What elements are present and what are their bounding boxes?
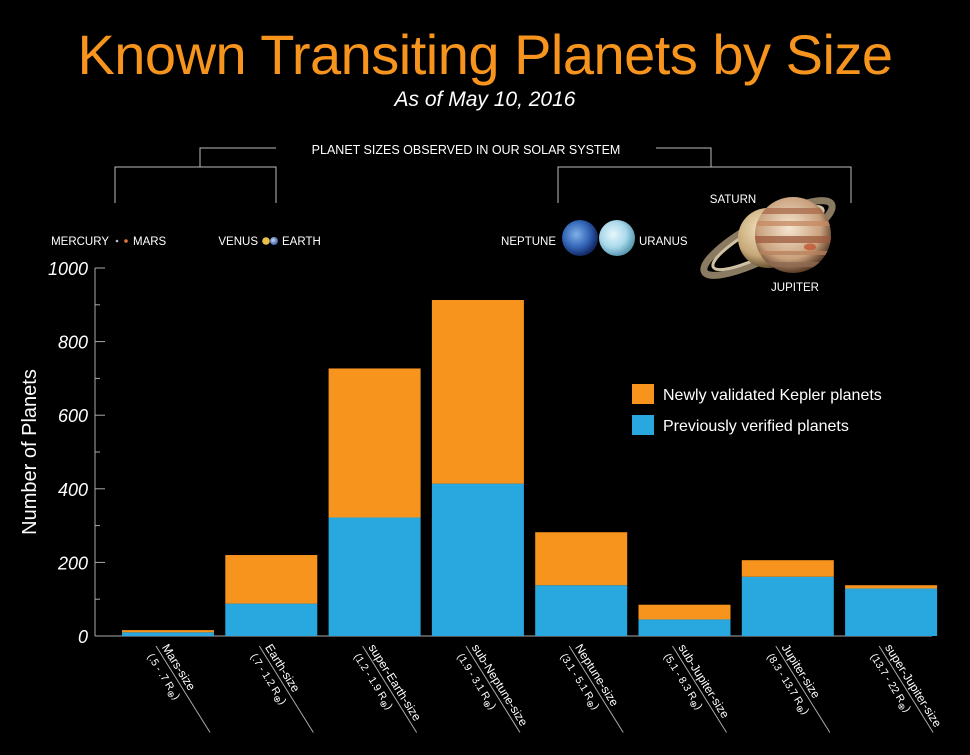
x-category-range-close: ) (277, 698, 289, 707)
legend-prev-swatch (632, 415, 654, 435)
x-category-label: sub-Neptune-size(1.9 - 3.1 R⊕) (454, 641, 531, 733)
x-label-divider (465, 645, 521, 733)
x-category-range-close: ) (901, 705, 913, 714)
x-label-divider (672, 645, 727, 733)
page-subtitle: As of May 10, 2016 (394, 88, 576, 111)
bar-previously-verified (122, 632, 214, 636)
page-title: Known Transiting Planets by Size (77, 23, 893, 86)
x-category-label: Earth-size(.7 - 1.2 R⊕) (248, 641, 314, 733)
legend-new-label: Newly validated Kepler planets (663, 387, 882, 404)
y-axis-label: Number of Planets (19, 369, 41, 535)
x-category-label: super-Jupiter-size(13.7 - 22 R⊕) (868, 641, 945, 733)
neptune-icon (562, 220, 598, 256)
jupiter-label: JUPITER (771, 282, 819, 294)
mercury-label: MERCURY (51, 236, 109, 248)
x-category-range-close: ) (383, 702, 395, 711)
bar-newly-validated (741, 560, 834, 577)
bar-newly-validated (225, 555, 318, 604)
y-tick-label: 400 (58, 480, 88, 500)
solar-system-heading: PLANET SIZES OBSERVED IN OUR SOLAR SYSTE… (312, 143, 621, 157)
x-label-divider (878, 645, 934, 733)
mars-label: MARS (133, 236, 167, 248)
venus-label: VENUS (218, 236, 258, 248)
y-tick-label: 800 (58, 333, 88, 353)
bar-previously-verified (845, 588, 938, 636)
earth-symbol: ⊕ (794, 703, 806, 715)
venus-icon (262, 237, 270, 245)
bar-newly-validated (431, 300, 524, 484)
x-category-label: sub-Jupiter-size(5.1 - 8.3 R⊕) (661, 641, 732, 733)
bar-previously-verified (638, 619, 731, 636)
x-label-divider (568, 645, 624, 733)
bar-previously-verified (328, 517, 421, 636)
x-category-range-close: ) (486, 702, 498, 711)
x-category-label: super-Earth-size(1.2 - 1.9 R⊕) (351, 641, 424, 733)
neptune-label: NEPTUNE (501, 236, 556, 248)
bar-previously-verified (535, 585, 628, 636)
x-category-range-close: ) (799, 707, 811, 716)
earth-label: EARTH (282, 236, 321, 248)
earth-symbol: ⊕ (377, 698, 389, 710)
x-category-range-close: ) (693, 702, 705, 711)
earth-icon (270, 237, 278, 245)
x-category-label: Neptune-size(3.1 - 5.1 R⊕) (558, 641, 624, 733)
x-label-divider (155, 645, 211, 733)
bar-newly-validated (328, 368, 421, 518)
earth-symbol: ⊕ (584, 698, 596, 710)
uranus-icon (599, 220, 635, 256)
mars-icon (124, 239, 128, 243)
earth-symbol: ⊕ (481, 698, 493, 710)
bar-newly-validated (535, 532, 628, 586)
bar-newly-validated (122, 630, 214, 633)
x-category-range-close: ) (590, 702, 602, 711)
solar-system-bracket (114, 147, 852, 203)
bar-previously-verified (741, 576, 834, 636)
jupiter-icon (755, 197, 831, 273)
bar-previously-verified (225, 603, 318, 636)
uranus-label: URANUS (639, 236, 688, 248)
saturn-label: SATURN (710, 194, 756, 206)
earth-symbol: ⊕ (687, 698, 699, 710)
x-category-range-close: ) (170, 693, 182, 702)
bar-newly-validated (845, 585, 938, 589)
x-label-divider (362, 645, 418, 733)
earth-symbol: ⊕ (271, 693, 283, 705)
x-category-label: Mars-size(.5 - .7 R⊕) (145, 641, 211, 733)
earth-symbol: ⊕ (164, 688, 176, 700)
y-tick-label: 600 (58, 406, 88, 426)
mercury-icon (115, 239, 119, 243)
legend-new-swatch (632, 384, 654, 404)
x-label-divider (775, 645, 831, 733)
bar-newly-validated (638, 604, 731, 620)
legend-prev-label: Previously verified planets (663, 418, 849, 435)
x-label-divider (258, 645, 314, 733)
x-category-label: Jupiter-size(8.3 - 13.7 R⊕) (764, 641, 831, 733)
y-tick-label: 1000 (48, 259, 88, 279)
y-tick-label: 200 (57, 553, 88, 573)
bar-previously-verified (431, 483, 524, 636)
earth-symbol: ⊕ (895, 701, 907, 713)
y-tick-label: 0 (78, 627, 88, 647)
